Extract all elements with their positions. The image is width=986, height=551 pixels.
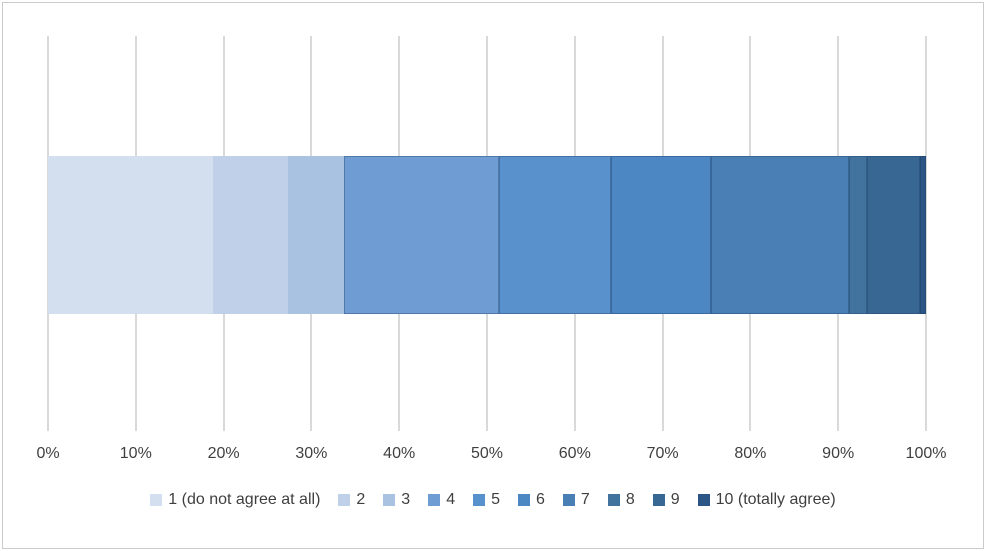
legend-swatch-icon: [652, 494, 665, 506]
x-axis-tick-label: 70%: [646, 445, 679, 462]
legend-swatch-icon: [473, 494, 486, 506]
x-axis-tick-label: 50%: [470, 445, 504, 462]
bar-segment: [499, 156, 612, 314]
legend-swatch-icon: [338, 494, 351, 506]
bar-segment: [611, 156, 711, 314]
legend-item-label: 5: [491, 491, 501, 508]
legend-item: 9: [652, 491, 680, 509]
legend: 1 (do not agree at all) 2 3 4 5 6 7 8 9 10 (total…: [3, 486, 983, 514]
x-axis: 0% 10% 20% 30% 40% 50% 60% 70% 80% 90% 100%: [36, 445, 946, 467]
x-axis-tick-label: 40%: [383, 445, 416, 462]
x-axis-tick-label: 80%: [734, 445, 767, 462]
bar-segment: [343, 156, 500, 314]
legend-item-label: 8: [625, 491, 635, 508]
legend-item-label: 10 (totally agree): [715, 491, 836, 508]
bar-segment: [867, 156, 920, 314]
x-axis-tick-label: 0%: [36, 445, 60, 462]
legend-item-label: 4: [446, 491, 456, 508]
legend-item-label: 7: [580, 491, 590, 508]
x-axis-tick-label: 10%: [119, 445, 152, 462]
legend-item: 6: [518, 491, 545, 509]
legend-item: 3: [383, 491, 410, 509]
bar-segment: [849, 156, 868, 314]
gridline: [925, 36, 927, 431]
legend-item: 7: [562, 491, 590, 509]
bar-segment: [213, 156, 289, 314]
legend-swatch-icon: [150, 494, 163, 506]
x-axis-tick-label: 100%: [905, 445, 947, 462]
legend-item: 8: [607, 491, 635, 509]
bar-segment: [919, 156, 926, 314]
stacked-bar: [48, 156, 926, 314]
legend-swatch-icon: [383, 494, 396, 506]
legend-item: 10 (totally agree): [697, 491, 836, 509]
legend-item-label: 6: [536, 491, 545, 508]
x-axis-tick-label: 90%: [822, 445, 855, 462]
plot-area: [47, 36, 927, 431]
legend-item: 5: [473, 491, 500, 509]
legend-item: 1 (do not agree at all): [150, 491, 320, 509]
bar-segment: [710, 156, 850, 314]
legend-item-label: 3: [401, 491, 411, 508]
legend-item: 2: [338, 491, 365, 509]
legend-swatch-icon: [697, 494, 710, 506]
legend-item: 4: [428, 491, 455, 509]
legend-item-label: 1 (do not agree at all): [168, 491, 321, 508]
legend-swatch-icon: [428, 494, 441, 506]
legend-item-label: 2: [356, 491, 366, 508]
legend-item-label: 9: [670, 491, 680, 508]
x-axis-tick-label: 20%: [207, 445, 240, 462]
bar-segment: [48, 156, 214, 314]
x-axis-tick-label: 60%: [558, 445, 591, 462]
legend-swatch-icon: [562, 494, 575, 506]
bar-segment: [288, 156, 344, 314]
x-axis-tick-label: 30%: [295, 445, 328, 462]
legend-swatch-icon: [518, 494, 531, 506]
legend-swatch-icon: [607, 494, 620, 506]
